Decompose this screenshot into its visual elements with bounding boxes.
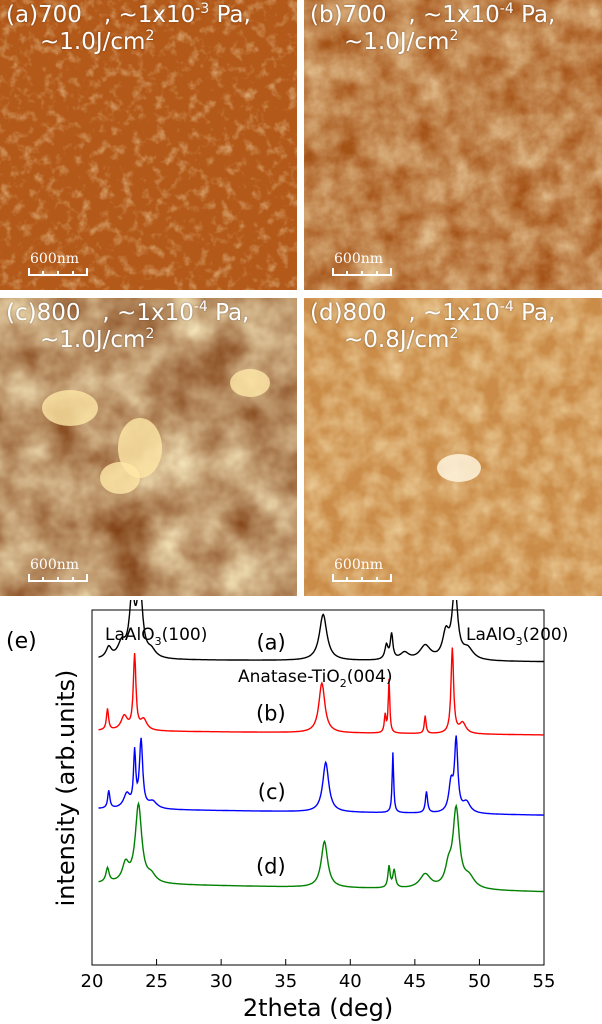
afm-image-a [0,0,297,290]
xrd-chart: (e) 20 25 30 35 40 45 50 55 (a) (b) (c) (d) LaAlO3… [6,600,568,1022]
series-labels: (a) (b) (c) (d) [256,631,286,879]
scale-bar-d: 600nm [332,557,392,582]
x-axis-label: 2theta (deg) [243,994,393,1022]
panel-d-label: (d)800 , ~1x10-4 Pa, ~0.8J/cm2 [310,299,556,353]
xrd-series-a [98,600,544,663]
series-label: (b) [256,702,286,726]
x-tick-label: 25 [145,971,168,992]
afm-panel-a: (a)700 , ~1x10-3 Pa, ~1.0J/cm2 600nm [0,0,297,290]
annotation-laalo3-100: LaAlO3(100) [105,625,207,648]
y-axis-label: intensity (arb.units) [52,670,80,907]
afm-panel-c: (c)800 , ~1x10-4 Pa, ~1.0J/cm2 600nm [0,298,297,596]
xrd-series-c [98,735,544,816]
x-tick-label: 50 [468,971,491,992]
scale-bar-c: 600nm [28,557,88,582]
annotation-anatase-004: Anatase-TiO2(004) [238,667,392,690]
x-tick-label: 40 [339,971,362,992]
series-label: (a) [256,631,285,655]
panel-c-label: (c)800 , ~1x10-4 Pa, ~1.0J/cm2 [6,299,250,353]
annotation-laalo3-200: LaAlO3(200) [466,625,568,648]
series-label: (d) [256,854,286,878]
panel-a-label: (a)700 , ~1x10-3 Pa, ~1.0J/cm2 [6,1,251,55]
panel-b-label: (b)700 , ~1x10-4 Pa, ~1.0J/cm2 [310,1,556,55]
x-tick-label: 30 [210,971,233,992]
afm-image-d [304,298,602,596]
x-tick-label: 20 [81,971,104,992]
afm-panel-b: (b)700 , ~1x10-4 Pa, ~1.0J/cm2 600nm [304,0,602,290]
afm-panel-d: (d)800 , ~1x10-4 Pa, ~0.8J/cm2 600nm [304,298,602,596]
x-tick-label: 35 [274,971,297,992]
xrd-series-d [98,801,544,893]
x-axis: 20 25 30 35 40 45 50 55 [81,959,556,992]
afm-image-c [0,298,297,596]
chart-panel-label: (e) [6,629,37,654]
x-tick-label: 55 [533,971,556,992]
plot-frame [91,609,545,966]
scale-bar-b: 600nm [332,251,392,276]
xrd-series-b [98,647,544,736]
afm-image-b [304,0,602,290]
scale-bar-a: 600nm [28,251,88,276]
x-tick-label: 45 [403,971,426,992]
series-label: (c) [258,780,286,804]
xrd-curves [98,600,544,893]
